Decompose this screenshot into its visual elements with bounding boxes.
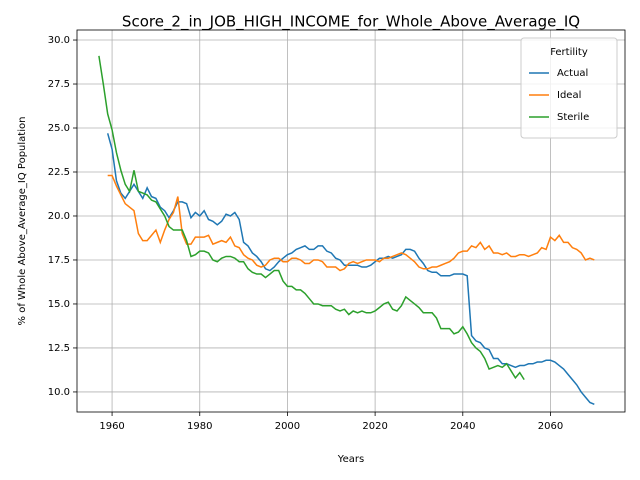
y-tick-label: 27.5	[48, 79, 70, 90]
y-tick-label: 22.5	[48, 167, 70, 178]
line-series	[106, 133, 595, 405]
legend-label: Sterile	[557, 112, 589, 123]
y-tick-label: 20.0	[48, 211, 70, 222]
y-tick-label: 15.0	[48, 299, 70, 310]
x-tick-label: 2040	[450, 421, 475, 432]
x-tick-label: 2000	[275, 421, 300, 432]
x-tick-label: 1960	[99, 421, 124, 432]
y-tick-label: 12.5	[48, 343, 70, 354]
line-series	[107, 174, 595, 272]
legend-label: Actual	[557, 68, 588, 79]
legend-title: Fertility	[550, 47, 588, 58]
x-axis-label: Years	[337, 454, 364, 465]
y-axis-label: % of Whole Above_Average_IQ Population	[17, 117, 28, 326]
line-series	[98, 55, 525, 381]
y-tick-label: 30.0	[48, 35, 70, 46]
legend-label: Ideal	[557, 90, 581, 101]
legend-box	[520, 37, 618, 139]
x-tick-label: 2020	[362, 421, 387, 432]
y-tick-label: 17.5	[48, 255, 70, 266]
y-tick-label: 10.0	[48, 387, 70, 398]
plot-frame	[76, 29, 626, 413]
x-tick-label: 1980	[187, 421, 212, 432]
x-tick-label: 2060	[538, 421, 563, 432]
chart-title: Score_2_in_JOB_HIGH_INCOME_for_Whole_Abo…	[122, 13, 580, 32]
y-tick-label: 25.0	[48, 123, 70, 134]
